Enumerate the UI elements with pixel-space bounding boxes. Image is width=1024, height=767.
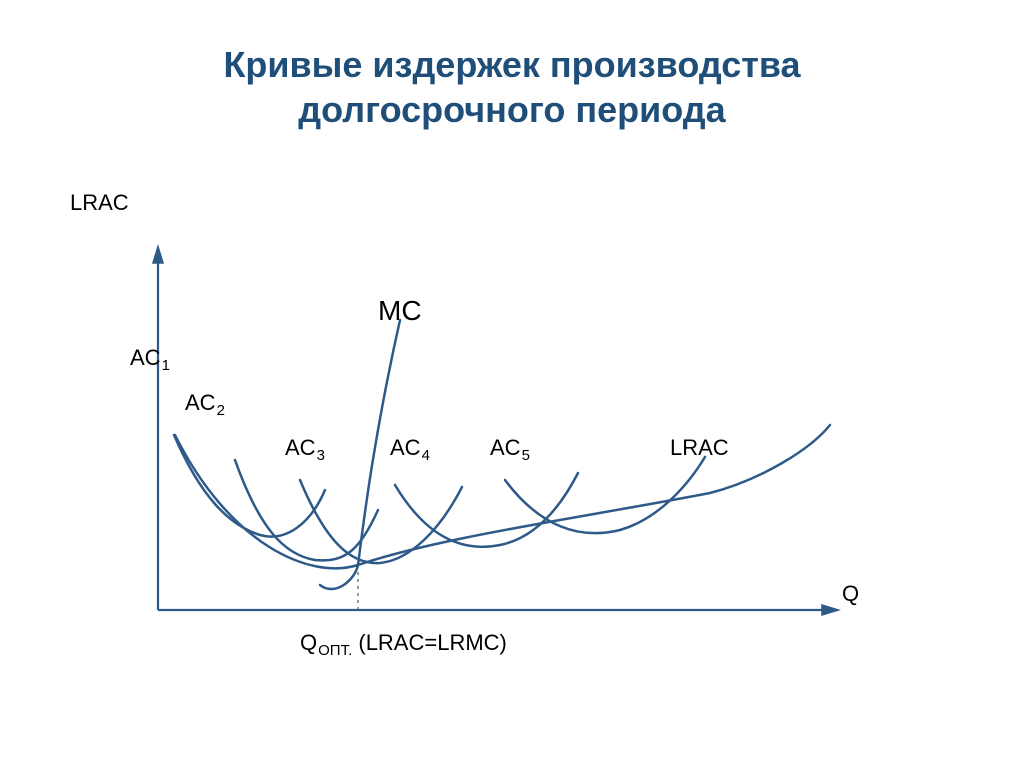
qopt-main: Q xyxy=(300,630,317,655)
ac2-main: AC xyxy=(185,390,216,415)
q-axis-label: Q xyxy=(842,581,859,607)
title-line-1: Кривые издержек производства xyxy=(0,42,1024,87)
ac3-main: AC xyxy=(285,435,316,460)
chart-container: LRAC MC AC1 AC2 AC3 AC4 AC5 LRAC Q QОПТ.… xyxy=(110,235,910,655)
ac1-label: AC1 xyxy=(130,345,170,374)
ac3-label: AC3 xyxy=(285,435,325,464)
ac1-sub: 1 xyxy=(162,357,170,374)
y-axis-label: LRAC xyxy=(70,190,129,216)
ac3-sub: 3 xyxy=(317,447,325,464)
ac4-main: AC xyxy=(390,435,421,460)
ac5-main: AC xyxy=(490,435,521,460)
ac4-label: AC4 xyxy=(390,435,430,464)
ac4-sub: 4 xyxy=(422,447,430,464)
page-title: Кривые издержек производства долгосрочно… xyxy=(0,0,1024,132)
qopt-sub: ОПТ. xyxy=(318,642,352,659)
lrac-curve-label: LRAC xyxy=(670,435,729,461)
ac2-label: AC2 xyxy=(185,390,225,419)
ac1-main: AC xyxy=(130,345,161,370)
ac5-sub: 5 xyxy=(522,447,530,464)
title-line-2: долгосрочного периода xyxy=(0,87,1024,132)
qopt-label: QОПТ. (LRAC=LRMC) xyxy=(300,630,507,659)
ac2-sub: 2 xyxy=(217,402,225,419)
qopt-tail: (LRAC=LRMC) xyxy=(352,630,507,655)
ac5-label: AC5 xyxy=(490,435,530,464)
mc-label: MC xyxy=(378,295,422,327)
